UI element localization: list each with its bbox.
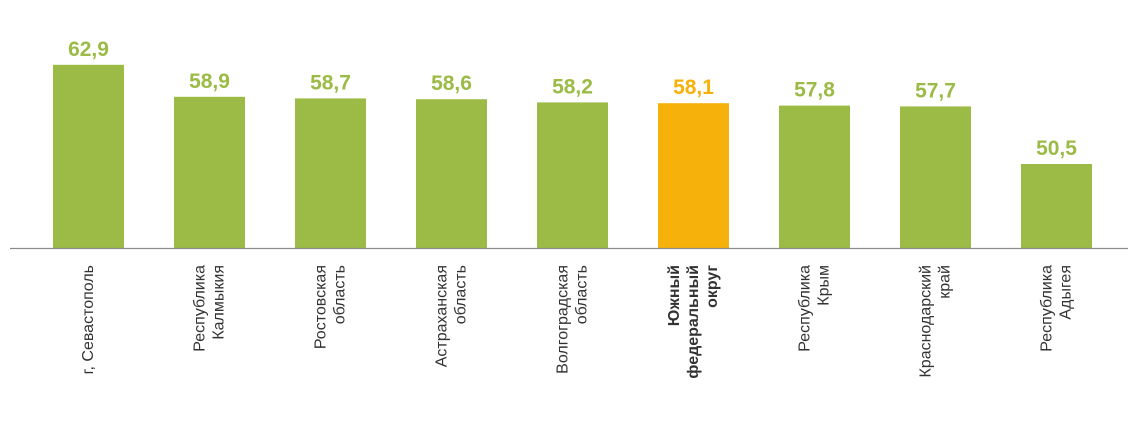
value-label-6: 57,8: [794, 79, 835, 102]
category-label-8-line-1: Адыгея: [1058, 265, 1075, 320]
value-label-3: 58,6: [431, 72, 472, 95]
category-label-7-line-1: край: [937, 265, 954, 299]
category-label-6-line-1: Крым: [816, 265, 833, 306]
category-label-4-line-1: область: [574, 265, 591, 324]
category-label-8-line-0: Республика: [1039, 265, 1056, 352]
value-label-7: 57,7: [915, 79, 956, 102]
bar-3: [416, 99, 487, 248]
bar-8: [1021, 164, 1092, 248]
value-labels-layer: 62,9 58,9 58,7 58,6 58,2 58,1 57,8 57,7 50,5: [68, 38, 1077, 160]
bar-4: [537, 102, 608, 249]
category-label-2-line-1: область: [332, 265, 349, 324]
category-label-0: г, Севастополь: [80, 265, 97, 374]
category-label-8: Республика Адыгея: [1039, 265, 1075, 352]
category-label-3-line-1: область: [453, 265, 470, 324]
category-label-0-line-0: г, Севастополь: [80, 265, 97, 374]
category-label-5-line-2: округ: [704, 265, 721, 308]
value-label-8: 50,5: [1036, 137, 1077, 160]
category-label-6: Республика Крым: [797, 265, 833, 352]
category-labels-layer: г, Севастополь Республика Калмыкия Ростовск…: [80, 265, 1075, 379]
value-label-1: 58,9: [189, 70, 230, 93]
bar-6: [779, 105, 850, 248]
category-label-1-line-1: Калмыкия: [211, 265, 228, 340]
bar-2: [295, 98, 366, 249]
category-label-5-line-1: федеральный: [685, 265, 702, 379]
category-label-5-line-0: Южный: [666, 265, 683, 326]
category-label-2: Ростовская область: [313, 265, 349, 349]
category-label-5: Южный федеральный округ: [666, 265, 721, 379]
category-label-3-line-0: Астраханская: [434, 265, 451, 367]
bar-5: [658, 103, 729, 248]
category-label-1-line-0: Республика: [192, 265, 209, 352]
category-label-2-line-0: Ростовская: [313, 265, 330, 349]
value-label-0: 62,9: [68, 38, 109, 61]
category-label-3: Астраханская область: [434, 265, 470, 367]
category-label-4-line-0: Волгоградская: [555, 265, 572, 374]
bar-7: [900, 106, 971, 249]
bar-1: [174, 96, 245, 248]
category-label-4: Волгоградская область: [555, 265, 591, 374]
bar-0: [53, 64, 124, 248]
category-label-7-line-0: Краснодарский: [918, 265, 935, 378]
value-label-2: 58,7: [310, 71, 351, 94]
category-label-6-line-0: Республика: [797, 265, 814, 352]
value-label-5: 58,1: [673, 76, 714, 99]
category-label-1: Республика Калмыкия: [192, 265, 228, 352]
bars-layer: [53, 64, 1092, 249]
category-label-7: Краснодарский край: [918, 265, 954, 378]
value-label-4: 58,2: [552, 75, 593, 98]
